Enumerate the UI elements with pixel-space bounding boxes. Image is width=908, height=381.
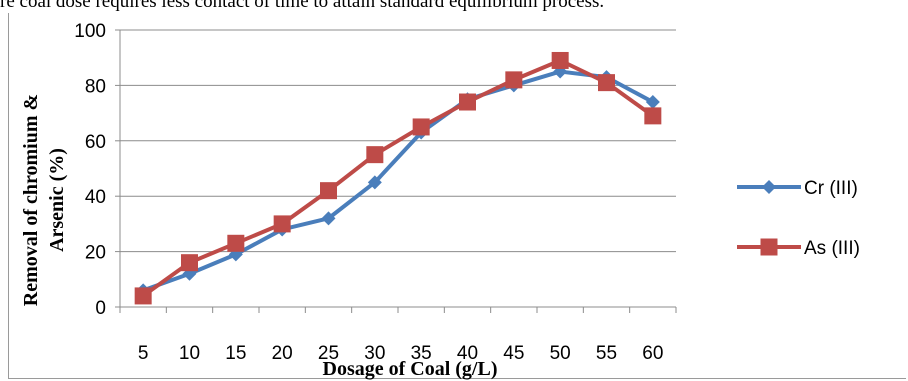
x-tick-label: 15 xyxy=(225,343,246,364)
x-tick-label: 30 xyxy=(364,343,385,364)
y-axis-title-line1: Removal of chromium & xyxy=(20,94,42,306)
y-tick-label: 0 xyxy=(95,298,106,319)
x-tick-label: 50 xyxy=(550,343,571,364)
data-point-square xyxy=(551,51,569,69)
y-tick-label: 40 xyxy=(85,187,106,208)
x-tick-label: 45 xyxy=(503,343,524,364)
data-point-square xyxy=(459,93,476,111)
x-tick-label: 20 xyxy=(272,343,293,364)
legend-label: Cr (III) xyxy=(804,178,858,199)
legend-label: As (III) xyxy=(804,238,860,259)
y-tick-label: 20 xyxy=(85,243,106,264)
x-tick-label: 10 xyxy=(179,343,200,364)
legend: Cr (III) As (III) xyxy=(737,178,860,259)
data-point-square xyxy=(412,118,430,136)
series-layer xyxy=(134,51,662,305)
legend-marker-diamond xyxy=(762,180,776,194)
data-point-square xyxy=(644,107,662,125)
y-tick-labels: 0 20 40 60 80 100 xyxy=(74,21,106,319)
data-point-diamond xyxy=(367,175,382,190)
chart-frame xyxy=(8,13,906,379)
data-point-square xyxy=(598,74,615,92)
y-tick-label: 80 xyxy=(85,76,106,97)
y-tick-label: 100 xyxy=(74,21,106,42)
axes xyxy=(115,29,677,313)
data-point-square xyxy=(227,234,245,252)
data-point-square xyxy=(273,215,291,233)
data-point-square xyxy=(320,182,337,200)
x-tick-label: 25 xyxy=(318,343,339,364)
x-tick-label: 60 xyxy=(642,343,663,364)
y-axis-title: Removal of chromium & Arsenic (%) xyxy=(20,94,68,306)
legend-marker-square xyxy=(760,238,778,256)
data-point-square xyxy=(505,71,523,89)
data-point-diamond xyxy=(321,211,336,226)
y-tick-label: 60 xyxy=(85,132,106,153)
x-tick-label: 35 xyxy=(411,343,432,364)
y-axis-title-line2: Arsenic (%) xyxy=(46,148,68,252)
x-tick-label: 55 xyxy=(596,343,617,364)
body-text-line: re coal dose requires less contact of ti… xyxy=(0,0,605,12)
data-point-square xyxy=(134,287,152,305)
x-tick-label: 5 xyxy=(138,343,149,364)
x-tick-label: 40 xyxy=(457,343,478,364)
data-point-square xyxy=(181,254,198,272)
data-point-square xyxy=(366,146,384,164)
x-tick-labels: 5 10 15 20 25 30 35 40 45 50 55 60 xyxy=(138,343,664,364)
series-line xyxy=(142,69,654,293)
data-point-diamond xyxy=(645,95,660,110)
x-axis-title: Dosage of Coal (g/L) xyxy=(323,358,498,380)
